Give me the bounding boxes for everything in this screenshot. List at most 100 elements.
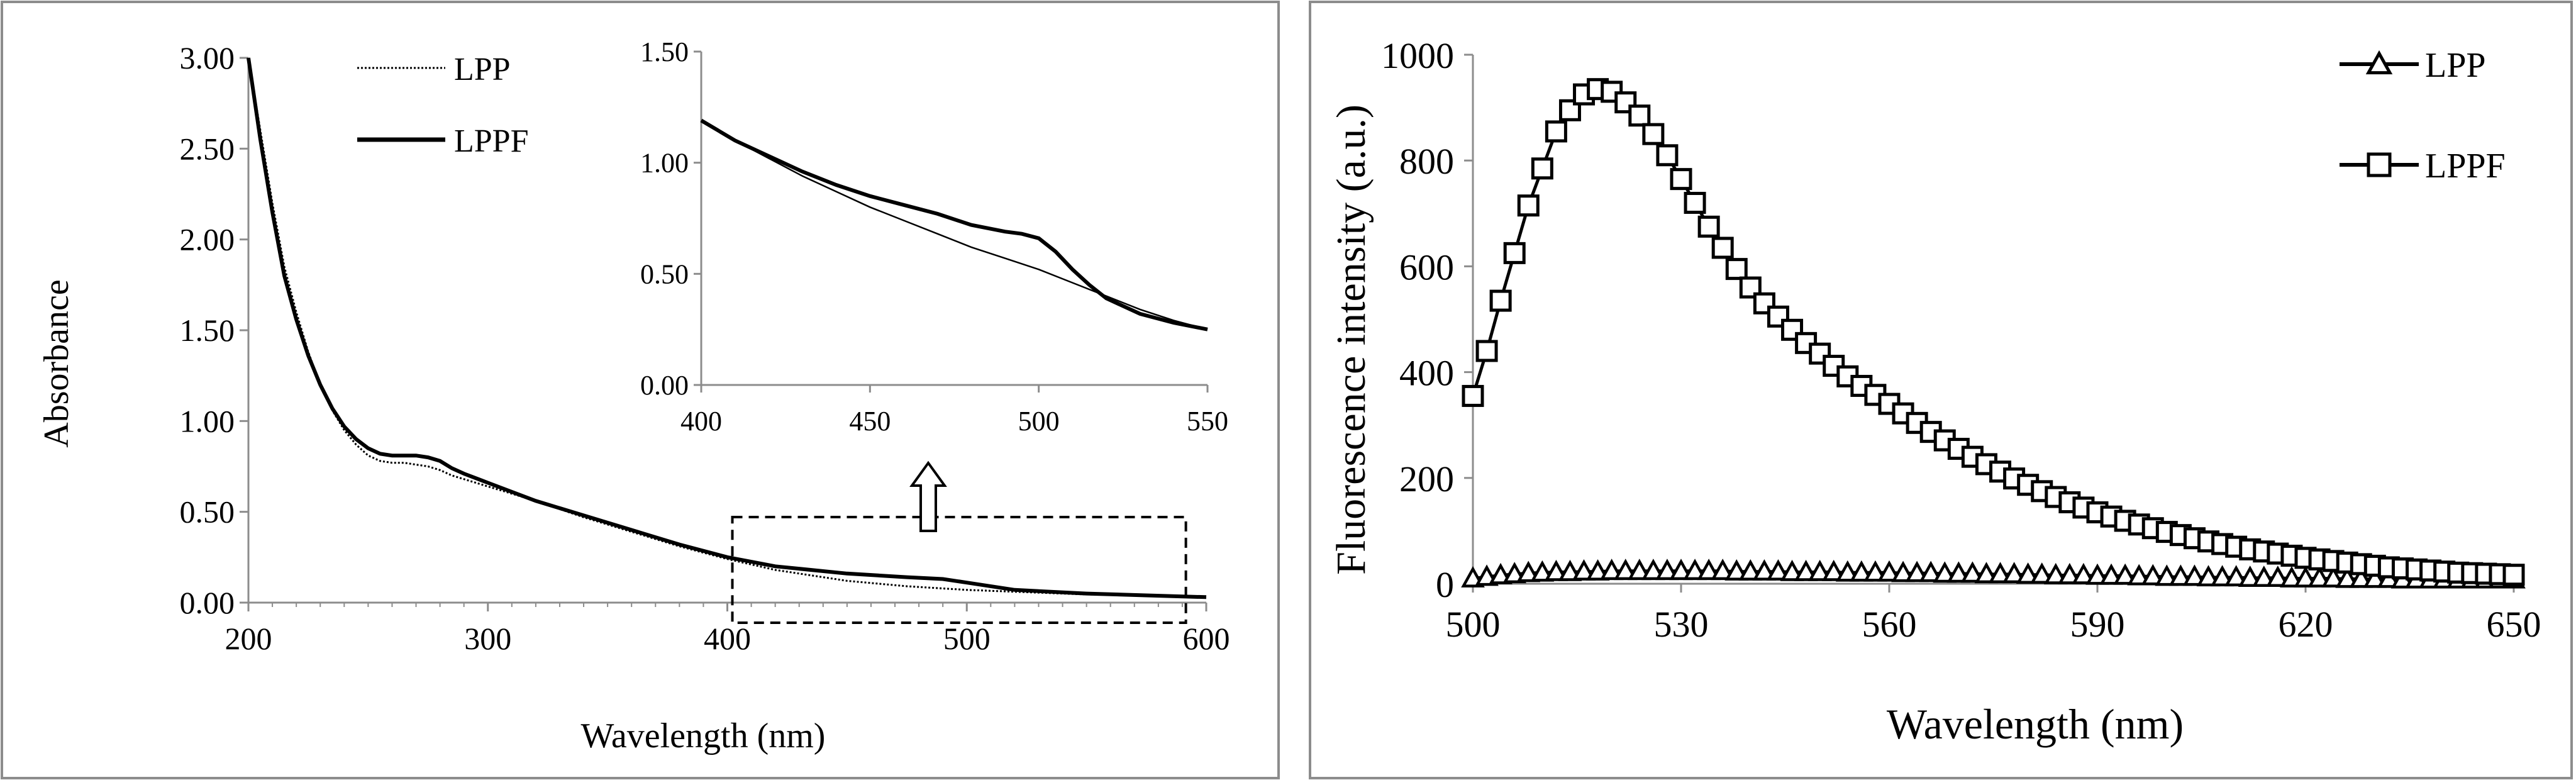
series-lpp-point (1711, 559, 1735, 581)
y-tick-label: 2.50 (180, 131, 235, 166)
y-tick-label: 2.00 (180, 222, 235, 257)
series-lpp-point (1516, 560, 1541, 582)
series-lpp-point (2182, 564, 2207, 586)
y-tick-label: 0 (1436, 564, 1454, 605)
y-axis-label: Absorbance (37, 279, 76, 447)
legend-lppf-label: LPPF (454, 123, 529, 159)
series-lpp-point (1933, 561, 1957, 583)
x-axis-label: Wavelength (nm) (1887, 700, 2184, 748)
series-lppf-point (1725, 258, 1748, 281)
y-axis-label: Fluorescence intensity (a.u.) (1328, 104, 1374, 575)
series-lppf-point (1531, 157, 1553, 180)
y-tick-label: 800 (1399, 141, 1454, 182)
series-lppf-point (2502, 564, 2525, 586)
series-lppf-point (1642, 123, 1665, 145)
series-lpp-point (1585, 559, 1610, 581)
series-lpp-point (1752, 559, 1777, 581)
chart-border (1309, 1, 2573, 779)
series-lpp-point (2210, 565, 2235, 587)
y-tick-label: 3.00 (180, 40, 235, 75)
inset-y-tick-label: 1.50 (640, 36, 689, 67)
series-lpp-point (2099, 563, 2123, 585)
series-lpp-point (1877, 560, 1901, 582)
series-lppf-point (1475, 340, 1498, 362)
series-lpp-point (1863, 560, 1887, 582)
legend-lppf-label: LPPF (2425, 147, 2506, 186)
absorbance-chart: 0.00 0.50 1.00 1.50 2.00 2.50 3.00 200 300 400 500… (1, 1, 1280, 779)
x-tick-label: 300 (464, 621, 511, 656)
zoom-arrow-icon (909, 460, 947, 532)
series-lpp-point (1724, 559, 1749, 581)
legend-lpp-label: LPP (454, 52, 511, 87)
series-lpp-point (2168, 564, 2193, 586)
inset-x-tick-label: 400 (680, 406, 722, 437)
series-lpp-point (1627, 559, 1652, 581)
series-lpp-point (2251, 566, 2276, 587)
series-lpp-point (2307, 566, 2331, 588)
x-tick-label: 590 (2070, 604, 2125, 645)
series-lpp-point (1891, 560, 1915, 582)
series-lpp-point (2321, 566, 2345, 588)
series-lpp-point (2085, 563, 2109, 585)
series-lpp-point (1669, 559, 1693, 581)
inset-y-tick-label: 0.00 (640, 370, 689, 401)
y-tick-label: 600 (1399, 247, 1454, 287)
series-lpp-point (2016, 562, 2040, 584)
series-lppf-point (1462, 384, 1484, 407)
zoom-region-box (731, 516, 1187, 624)
y-tick-label: 0.00 (180, 585, 235, 620)
series-lppf-line (1471, 87, 2514, 577)
series-lpp-point (2127, 564, 2151, 586)
inset-series-lppf-line (700, 118, 1208, 332)
series-lpp-point (2058, 562, 2082, 584)
series-lpp-point (1835, 560, 1860, 582)
x-tick-label: 600 (1183, 621, 1230, 656)
series-lpp-point (2349, 566, 2373, 588)
legend-lpp-label: LPP (2425, 46, 2486, 85)
y-tick-label: 1.00 (180, 403, 235, 438)
series-lpp-point (1558, 559, 1582, 581)
series-lppf-point (1503, 242, 1526, 264)
inset-x-tick-label: 450 (849, 406, 891, 437)
series-lpp-point (1530, 560, 1555, 582)
series-lppf-point (1697, 215, 1720, 238)
series-lpp-point (2155, 564, 2179, 586)
series-lpp-point (1807, 559, 1832, 581)
series-lpp-point (1905, 560, 1929, 582)
series-lpp-point (1821, 559, 1846, 581)
series-lpp-point (1988, 562, 2012, 584)
series-lpp-point (2072, 562, 2096, 584)
x-tick-label: 560 (1862, 604, 1917, 645)
series-lpp-point (1697, 559, 1721, 581)
series-lppf-point (1517, 194, 1540, 217)
series-lppf-point (1670, 168, 1692, 191)
series-lpp-point (1738, 559, 1763, 581)
series-lpp-point (1683, 559, 1707, 581)
x-tick-label: 620 (2279, 604, 2333, 645)
series-lppf-point (1489, 289, 1512, 312)
y-tick-label: 200 (1399, 459, 1454, 499)
x-tick-label: 500 (1446, 604, 1501, 645)
series-lpp-point (2196, 565, 2221, 587)
inset-y-tick-label: 1.00 (640, 148, 689, 179)
series-lpp-point (2002, 562, 2026, 584)
series-lppf-point (1614, 91, 1637, 114)
y-tick-label: 1.50 (180, 313, 235, 348)
series-lpp-point (2029, 562, 2054, 584)
series-lpp-point (2280, 566, 2304, 588)
series-lpp-point (1641, 559, 1665, 581)
y-tick-label: 0.50 (180, 494, 235, 530)
series-lpp-point (1613, 559, 1638, 581)
series-lpp-point (2335, 566, 2360, 588)
series-lppf-point (1711, 237, 1734, 259)
series-lpp-point (1850, 560, 1874, 582)
series-lpp-point (2141, 564, 2165, 586)
series-lpp-point (1544, 559, 1568, 581)
inset-series-lpp-line (701, 120, 1208, 330)
series-lpp-point (1599, 559, 1624, 581)
series-lpp-point (1572, 559, 1596, 581)
series-lppf-point (1656, 144, 1679, 167)
chart-border (1, 1, 1280, 779)
fluorescence-chart-panel: 0 200 400 600 800 1000 500 530 560 590 620 650 LPP L… (1308, 0, 2576, 780)
series-lppf-point (1684, 191, 1706, 214)
